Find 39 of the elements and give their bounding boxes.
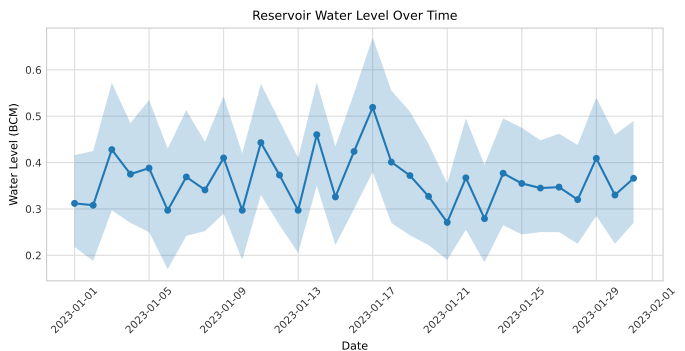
point <box>220 154 228 162</box>
point <box>369 104 376 111</box>
point <box>462 174 470 182</box>
point <box>406 172 414 180</box>
point <box>71 200 78 207</box>
y-tick-label: 0.6 <box>26 66 42 74</box>
point <box>630 174 638 182</box>
point <box>90 202 97 209</box>
point <box>425 192 432 200</box>
x-axis-title: Date <box>342 341 368 350</box>
point <box>518 180 526 187</box>
point <box>536 184 544 192</box>
y-axis-title: Water Level (BCM) <box>8 104 19 206</box>
point <box>556 184 563 191</box>
y-tick-label: 0.2 <box>26 252 41 260</box>
point <box>202 186 208 194</box>
y-tick-label: 0.4 <box>26 158 42 167</box>
point <box>332 193 339 200</box>
point <box>126 170 134 178</box>
point <box>294 206 302 214</box>
chart-title: Reservoir Water Level Over Time <box>253 10 457 20</box>
point <box>388 158 395 166</box>
point <box>146 164 153 172</box>
y-tick-label: 0.3 <box>26 205 41 214</box>
point <box>350 148 358 155</box>
point <box>238 206 246 214</box>
point <box>257 139 264 146</box>
point <box>164 206 172 214</box>
y-tick-label: 0.5 <box>26 112 41 120</box>
point <box>611 192 618 198</box>
point <box>592 154 600 162</box>
point <box>182 173 190 180</box>
point <box>108 146 116 154</box>
point <box>276 172 283 179</box>
point <box>574 196 582 204</box>
point <box>481 215 488 222</box>
point <box>500 170 507 177</box>
point <box>313 131 320 138</box>
point <box>444 218 451 226</box>
